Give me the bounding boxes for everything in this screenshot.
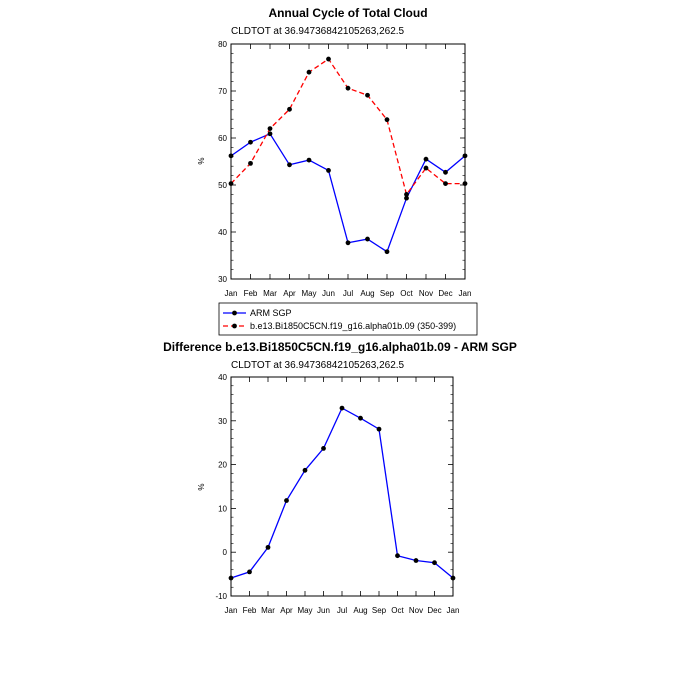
data-point (450, 575, 456, 581)
x-tick-label: Nov (419, 289, 433, 298)
chart-subtitle: CLDTOT at 36.94736842105263,262.5 (231, 26, 405, 37)
y-tick-label: 50 (218, 181, 227, 190)
data-point (306, 69, 312, 75)
x-tick-label: Sep (380, 289, 395, 298)
data-point (376, 426, 382, 432)
data-point (265, 544, 271, 550)
x-tick-label: May (301, 289, 316, 298)
y-axis-label: % (197, 483, 206, 490)
series-line-1 (230, 58, 465, 196)
data-point (384, 117, 390, 123)
x-tick-label: Aug (353, 606, 367, 615)
chart-title: Annual Cycle of Total Cloud (268, 6, 427, 20)
data-point (345, 85, 351, 91)
y-tick-label: 70 (218, 87, 227, 96)
data-point (287, 162, 292, 168)
x-tick-label: Mar (263, 289, 277, 298)
x-tick-label: Nov (409, 606, 423, 615)
y-tick-label: 60 (218, 134, 227, 143)
data-point (248, 160, 253, 166)
legend-marker-arm (232, 310, 237, 316)
legend-box (218, 302, 478, 336)
y-axis-label: % (197, 157, 206, 164)
data-point (228, 575, 234, 581)
data-point (247, 569, 252, 575)
data-point (462, 181, 468, 186)
x-tick-label: Aug (360, 289, 374, 298)
x-tick-label: Sep (372, 606, 387, 615)
data-point (339, 405, 345, 411)
chart-title: Difference b.e13.Bi1850C5CN.f19_g16.alph… (163, 340, 517, 354)
x-tick-label: Dec (438, 289, 452, 298)
data-point (462, 153, 468, 159)
data-point (306, 157, 312, 163)
data-point (284, 498, 289, 503)
y-tick-label: 40 (218, 228, 227, 237)
x-tick-label: Apr (280, 606, 293, 615)
y-tick-label: 80 (218, 40, 227, 49)
x-tick-label: May (297, 606, 312, 615)
x-tick-label: Jul (343, 289, 353, 298)
series-line-0 (230, 132, 466, 253)
data-point (326, 168, 331, 173)
x-tick-label: Jan (225, 289, 238, 298)
y-tick-label: 10 (218, 504, 227, 513)
legend-label-model: b.e13.Bi1850C5CN.f19_g16.alpha01b.09 (35… (250, 321, 456, 331)
data-point (302, 467, 308, 473)
x-tick-label: Feb (244, 289, 258, 298)
data-point (228, 181, 234, 186)
x-tick-label: Jul (337, 606, 347, 615)
data-point (443, 169, 448, 175)
data-point (404, 192, 409, 197)
series-layer (228, 405, 456, 581)
legend-marker-model (232, 323, 237, 329)
data-point (228, 153, 234, 159)
data-point (321, 445, 326, 451)
axes: -10 0 10 20 30 40 Jan Feb Mar Apr May Jun Jul Aug Sep O… (215, 373, 459, 615)
data-point (248, 139, 253, 145)
chart-subtitle: CLDTOT at 36.94736842105263,262.5 (231, 360, 405, 371)
data-point (365, 236, 370, 242)
x-tick-label: Jan (459, 289, 472, 298)
data-point (384, 249, 390, 255)
legend-label-arm: ARM SGP (250, 308, 292, 318)
series-line-0 (230, 407, 454, 579)
annual-cycle-chart: Annual Cycle of Total Cloud CLDTOT at 36… (197, 6, 478, 336)
y-tick-label: 20 (218, 461, 227, 470)
x-tick-label: Apr (283, 289, 296, 298)
legend: ARM SGP b.e13.Bi1850C5CN.f19_g16.alpha01… (218, 302, 478, 336)
y-tick-label: -10 (215, 592, 227, 601)
data-point (287, 106, 292, 112)
data-point (404, 195, 409, 201)
x-tick-label: Mar (261, 606, 275, 615)
data-point (423, 165, 429, 171)
data-point (345, 240, 351, 246)
series-layer (228, 56, 468, 255)
x-tick-label: Oct (400, 289, 413, 298)
data-point (267, 131, 273, 137)
y-tick-label: 0 (223, 548, 228, 557)
x-tick-label: Oct (391, 606, 404, 615)
x-tick-label: Jan (447, 606, 460, 615)
x-tick-label: Jun (317, 606, 330, 615)
data-point (413, 558, 419, 563)
axes: 30 40 50 60 70 80 Jan Feb Mar Apr May Jun Jul Aug Sep O… (218, 40, 471, 298)
x-tick-label: Feb (243, 606, 257, 615)
data-point (432, 560, 437, 566)
data-point (395, 553, 400, 559)
x-tick-label: Jun (322, 289, 335, 298)
difference-chart: Difference b.e13.Bi1850C5CN.f19_g16.alph… (163, 340, 517, 615)
data-point (326, 56, 331, 62)
y-tick-label: 40 (218, 373, 227, 382)
data-point (358, 415, 363, 421)
y-tick-label: 30 (218, 275, 227, 284)
data-point (423, 156, 429, 162)
x-tick-label: Dec (427, 606, 441, 615)
data-point (443, 181, 448, 186)
data-point (365, 92, 370, 98)
y-tick-label: 30 (218, 417, 227, 426)
x-tick-label: Jan (225, 606, 238, 615)
data-point (267, 126, 273, 131)
